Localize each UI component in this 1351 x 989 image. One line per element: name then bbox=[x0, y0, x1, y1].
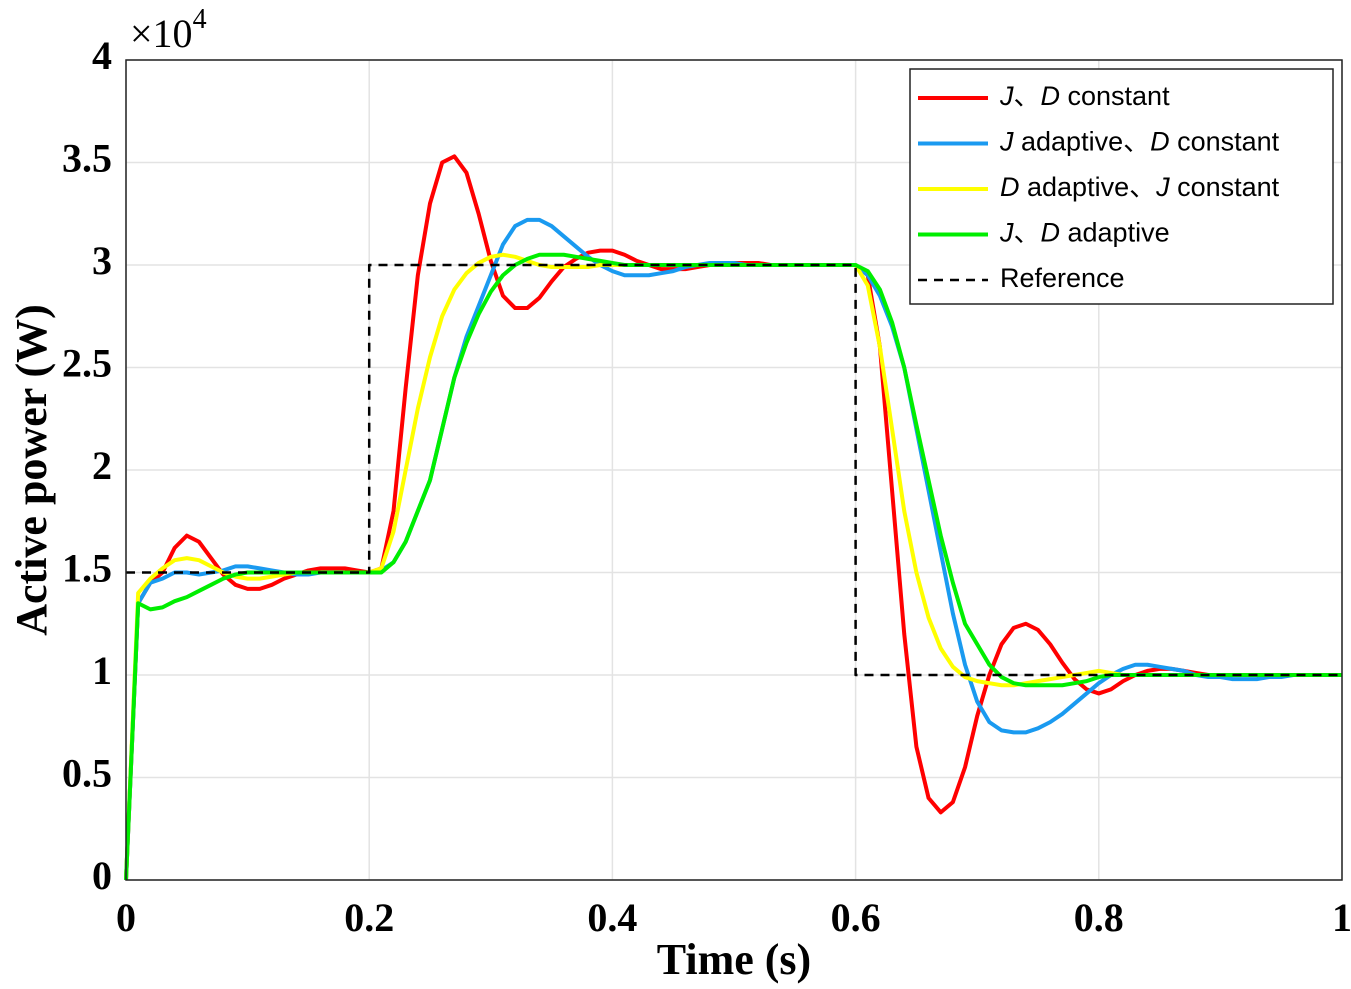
legend-label-part: D bbox=[1150, 127, 1170, 157]
multiplier-base: ×10 bbox=[130, 11, 193, 56]
legend-label-part: J bbox=[999, 218, 1014, 248]
legend-label-part: adaptive bbox=[1060, 218, 1170, 248]
legend-label: Reference bbox=[1000, 263, 1125, 293]
legend-label-part: D bbox=[1041, 81, 1061, 111]
y-tick-label: 2 bbox=[92, 443, 112, 488]
legend-label: J、D adaptive bbox=[999, 218, 1170, 248]
x-tick-label: 1 bbox=[1332, 895, 1351, 940]
legend-label: D adaptive、J constant bbox=[1000, 172, 1280, 202]
legend-label-part: constant bbox=[1170, 127, 1280, 157]
x-axis-label: Time (s) bbox=[657, 935, 811, 984]
legend-label-part: adaptive、 bbox=[1014, 127, 1151, 157]
legend-label-part: D bbox=[1041, 218, 1061, 248]
legend-label-part: 、 bbox=[1014, 218, 1041, 248]
legend-box bbox=[909, 68, 1334, 305]
y-axis-label: Active power (W) bbox=[7, 304, 56, 636]
legend-label: J adaptive、D constant bbox=[999, 127, 1280, 157]
plot-frame bbox=[125, 59, 1343, 881]
x-tick-label: 0.6 bbox=[831, 895, 881, 940]
y-tick-label: 0.5 bbox=[62, 751, 112, 796]
y-tick-label: 3 bbox=[92, 238, 112, 283]
x-tick-label: 0.2 bbox=[344, 895, 394, 940]
legend-label-part: constant bbox=[1170, 172, 1280, 202]
x-tick-label: 0.4 bbox=[587, 895, 637, 940]
legend-label-part: Reference bbox=[1000, 263, 1125, 293]
x-tick-label: 0 bbox=[116, 895, 136, 940]
multiplier-exponent: 4 bbox=[193, 4, 207, 35]
y-tick-label: 0 bbox=[92, 853, 112, 898]
legend-label-part: J bbox=[1155, 172, 1170, 202]
legend-label-part: D bbox=[1000, 172, 1020, 202]
legend-label-part: adaptive、 bbox=[1020, 172, 1157, 202]
legend-label: J、D constant bbox=[999, 81, 1170, 111]
y-tick-label: 1.5 bbox=[62, 546, 112, 591]
y-multiplier: ×104 bbox=[130, 4, 207, 56]
x-tick-label: 0.8 bbox=[1074, 895, 1124, 940]
y-tick-label: 4 bbox=[92, 33, 112, 78]
series-line bbox=[126, 263, 1342, 677]
legend-label-part: constant bbox=[1060, 81, 1170, 111]
legend-label-part: 、 bbox=[1014, 81, 1041, 111]
legend-label-part: J bbox=[999, 81, 1014, 111]
y-tick-label: 2.5 bbox=[62, 341, 112, 386]
legend-label-part: J bbox=[999, 127, 1014, 157]
y-tick-label: 3.5 bbox=[62, 136, 112, 181]
y-tick-label: 1 bbox=[92, 648, 112, 693]
